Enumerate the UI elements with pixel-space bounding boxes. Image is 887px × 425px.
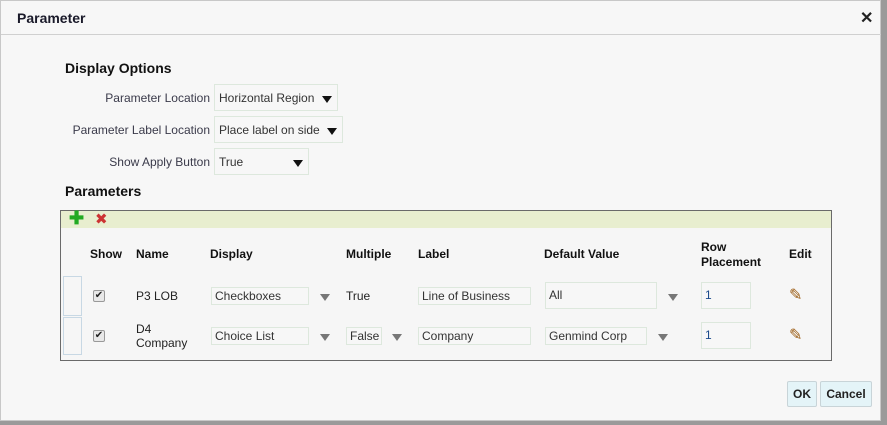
- column-header-name: Name: [136, 247, 169, 261]
- multiple-value: True: [346, 289, 371, 303]
- dialog-title: Parameter: [17, 10, 86, 26]
- dropdown-arrow-icon[interactable]: [392, 334, 402, 341]
- column-header-placement: Placement: [701, 255, 762, 269]
- column-header-edit: Edit: [789, 247, 812, 261]
- ok-button[interactable]: OK: [787, 381, 817, 407]
- parameter-location-value: Horizontal Region: [219, 91, 315, 105]
- column-header-show: Show: [90, 247, 122, 261]
- dropdown-arrow-icon[interactable]: [320, 334, 330, 341]
- cancel-button[interactable]: Cancel: [820, 381, 872, 407]
- param-name-line2: Company: [136, 336, 188, 350]
- show-apply-button-label: Show Apply Button: [109, 155, 210, 169]
- display-options-heading: Display Options: [65, 60, 172, 76]
- param-name: P3 LOB: [136, 289, 179, 303]
- plus-icon[interactable]: ✚: [69, 208, 85, 228]
- title-divider: [1, 34, 881, 35]
- row-placement-input[interactable]: 1: [701, 282, 751, 309]
- dropdown-arrow-icon: [293, 160, 303, 167]
- parameter-label-location-value: Place label on side: [219, 123, 320, 137]
- display-select[interactable]: Choice List: [211, 327, 309, 345]
- param-name: D4: [136, 322, 152, 336]
- dropdown-arrow-icon[interactable]: [668, 294, 678, 301]
- default-value-select[interactable]: Genmind Corp: [545, 327, 647, 345]
- dropdown-arrow-icon[interactable]: [658, 334, 668, 341]
- row-selector[interactable]: [63, 317, 82, 355]
- display-select[interactable]: Checkboxes: [211, 287, 309, 305]
- dropdown-arrow-icon[interactable]: [320, 294, 330, 301]
- parameter-label-location-label: Parameter Label Location: [72, 123, 210, 137]
- label-input[interactable]: Company: [418, 327, 531, 345]
- parameters-table: ✚ ✖ Show Name Display Multiple Label Def…: [60, 208, 832, 361]
- parameter-label-location-select[interactable]: Place label on side: [214, 116, 343, 143]
- parameters-heading: Parameters: [65, 183, 142, 199]
- column-header-multiple: Multiple: [346, 247, 392, 261]
- column-header-row: Row: [701, 240, 727, 254]
- pencil-icon[interactable]: ✎: [789, 327, 803, 344]
- label-input[interactable]: Line of Business: [418, 287, 531, 305]
- column-header-display: Display: [210, 247, 253, 261]
- pencil-icon[interactable]: ✎: [789, 287, 803, 304]
- show-apply-button-select[interactable]: True: [214, 148, 309, 175]
- row-placement-input[interactable]: 1: [701, 322, 751, 349]
- close-icon[interactable]: ✕: [860, 10, 874, 27]
- default-value-select[interactable]: All: [545, 282, 657, 309]
- show-apply-button-value: True: [219, 155, 244, 169]
- column-header-default-value: Default Value: [544, 247, 620, 261]
- multiple-select[interactable]: False: [346, 327, 382, 345]
- dropdown-arrow-icon: [327, 128, 337, 135]
- dropdown-arrow-icon: [322, 96, 332, 103]
- x-icon[interactable]: ✖: [95, 211, 108, 228]
- table-toolbar: ✚ ✖: [61, 208, 831, 228]
- column-header-label: Label: [418, 247, 450, 261]
- parameter-location-select[interactable]: Horizontal Region: [214, 84, 338, 111]
- show-checkbox[interactable]: ✔: [93, 290, 105, 302]
- row-selector[interactable]: [63, 276, 82, 316]
- show-checkbox[interactable]: ✔: [93, 330, 105, 342]
- parameter-location-label: Parameter Location: [105, 91, 210, 105]
